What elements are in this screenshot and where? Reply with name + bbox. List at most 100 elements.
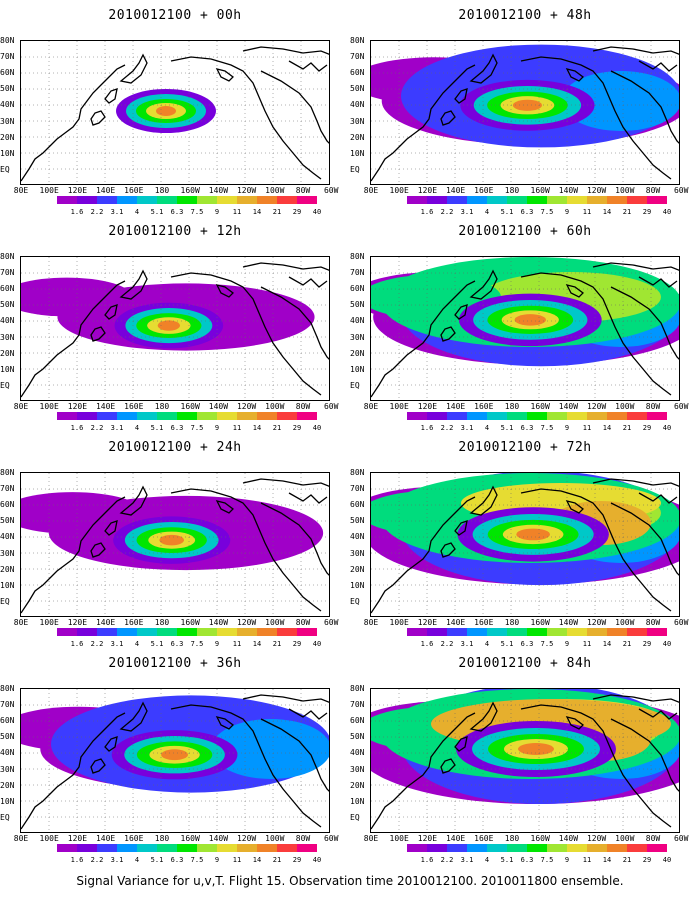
colorbar-label: 2.2 <box>90 424 104 432</box>
latitude-label: 40N <box>350 532 365 542</box>
colorbar-label: 29 <box>642 640 652 648</box>
colorbar-label: 2.2 <box>440 856 454 864</box>
latitude-label: 30N <box>350 548 365 558</box>
colorbar-swatch <box>297 844 317 852</box>
colorbar-swatch <box>137 628 157 636</box>
colorbar-label: 21 <box>622 424 632 432</box>
colorbar-label: 3.1 <box>460 856 474 864</box>
colorbar <box>57 844 317 852</box>
colorbar-swatch <box>257 412 277 420</box>
longitude-label: 180 <box>154 186 170 195</box>
longitude-label: 160E <box>124 402 144 411</box>
colorbar-label: 7.5 <box>540 424 554 432</box>
colorbar-label: 40 <box>662 640 672 648</box>
coastline <box>21 496 126 614</box>
colorbar-label: 2.2 <box>90 640 104 648</box>
latitude-label: 50N <box>350 516 365 526</box>
latitude-label: 80N <box>0 468 15 477</box>
colorbar-label: 4 <box>134 424 140 432</box>
colorbar-label: 6.3 <box>520 424 534 432</box>
colorbar-swatch <box>257 628 277 636</box>
coastline <box>170 488 322 612</box>
latitude-label: 70N <box>350 484 365 494</box>
latitude-label: 10N <box>350 364 365 374</box>
colorbar-label: 6.3 <box>170 640 184 648</box>
colorbar-swatch <box>427 412 447 420</box>
latitude-label: 80N <box>0 36 15 45</box>
colorbar-label: 21 <box>272 424 282 432</box>
colorbar-swatch <box>237 412 257 420</box>
longitude-label: 80W <box>645 618 661 627</box>
longitude-label: 80E <box>363 618 379 627</box>
panel-title: 2010012100 + 72h <box>458 440 592 455</box>
longitude-label: 100E <box>39 186 59 195</box>
latitude-label: EQ <box>350 380 360 390</box>
coastline <box>104 520 118 536</box>
colorbar-swatch <box>277 196 297 204</box>
colorbar-label: 40 <box>662 856 672 864</box>
map-canvas <box>21 41 329 184</box>
colorbar-label: 29 <box>292 640 302 648</box>
coastline <box>90 758 106 774</box>
map-canvas <box>371 41 679 184</box>
latitude-label: 20N <box>0 564 15 574</box>
colorbar-label: 5.1 <box>500 424 514 432</box>
colorbar-swatch <box>277 412 297 420</box>
contour-fill <box>21 492 144 534</box>
colorbar-swatch <box>177 196 197 204</box>
longitude-label: 120W <box>236 834 257 843</box>
colorbar-label: 5.1 <box>500 856 514 864</box>
colorbar-label: 9 <box>214 424 220 432</box>
colorbar-label: 1.6 <box>70 424 84 432</box>
colorbar-swatch <box>137 196 157 204</box>
colorbar-swatch <box>467 844 487 852</box>
colorbar-label: 40 <box>662 208 672 216</box>
longitude-label: 120W <box>586 186 607 195</box>
longitude-label: 100W <box>265 618 285 627</box>
coastline <box>104 736 118 752</box>
longitude-label: 180 <box>504 834 520 843</box>
longitude-label: 80W <box>295 402 311 411</box>
colorbar-swatch <box>647 628 667 636</box>
colorbar-swatch <box>627 844 647 852</box>
coastline <box>288 276 328 288</box>
longitude-label: 140E <box>95 186 116 195</box>
longitude-label: 160E <box>124 186 144 195</box>
coastline <box>119 53 148 84</box>
colorbar-swatch <box>447 412 467 420</box>
colorbar-swatch <box>57 412 77 420</box>
longitude-label: 100E <box>39 618 59 627</box>
map-canvas <box>371 689 679 832</box>
colorbar-swatch <box>647 844 667 852</box>
coastline <box>21 64 126 182</box>
colorbar-swatch <box>137 844 157 852</box>
longitude-label: 100E <box>39 834 59 843</box>
colorbar-swatch <box>407 196 427 204</box>
contour-fill <box>514 314 546 326</box>
colorbar-swatch <box>547 844 567 852</box>
colorbar-label: 9 <box>564 424 570 432</box>
colorbar-swatch <box>257 196 277 204</box>
colorbar-label: 6.3 <box>520 208 534 216</box>
colorbar-label: 6.3 <box>170 856 184 864</box>
coastline <box>242 694 329 703</box>
colorbar-swatch <box>487 844 507 852</box>
longitude-label: 100E <box>39 402 59 411</box>
latitude-label: 70N <box>350 52 365 62</box>
map-canvas <box>371 473 679 616</box>
latitude-label: 30N <box>0 548 15 558</box>
coastline <box>215 716 234 730</box>
colorbar-swatch <box>117 844 137 852</box>
coastline <box>90 110 106 126</box>
coastline <box>119 485 148 516</box>
colorbar-label: 21 <box>272 208 282 216</box>
latitude-label: 40N <box>0 748 15 758</box>
colorbar-label: 14 <box>252 640 262 648</box>
panel-title: 2010012100 + 48h <box>458 8 592 23</box>
latitude-label: 40N <box>0 532 15 542</box>
longitude-label: 100W <box>265 834 285 843</box>
longitude-label: 180 <box>154 834 170 843</box>
latitude-label: 10N <box>0 148 15 158</box>
coastline <box>440 110 456 126</box>
colorbar-label: 2.2 <box>440 640 454 648</box>
